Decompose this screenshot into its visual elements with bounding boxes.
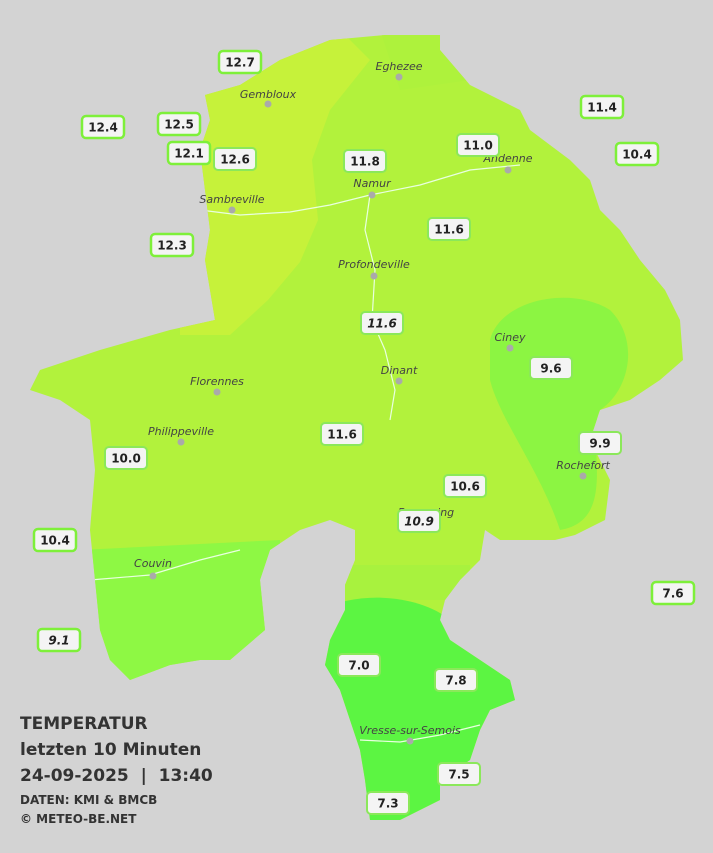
city-dot: [579, 472, 587, 480]
station-value: 12.7: [225, 56, 255, 70]
station-box: [579, 94, 625, 120]
zone: [490, 297, 629, 530]
station-value: 11.0: [463, 139, 493, 153]
station-value: 9.6: [540, 362, 561, 376]
subtitle: letzten 10 Minuten: [20, 740, 201, 760]
station-box: [32, 527, 78, 553]
station-value: 12.1: [174, 147, 204, 161]
station-box: [437, 762, 481, 786]
city-dot: [228, 206, 236, 214]
city-dot: [264, 100, 272, 108]
city-dot: [506, 344, 514, 352]
station-value: 11.8: [350, 155, 380, 169]
station-box: [104, 446, 148, 470]
station-box: [443, 474, 487, 498]
credit: © METEO-BE.NET: [20, 812, 137, 826]
city-label: Gembloux: [240, 88, 297, 101]
city-label: Ciney: [495, 331, 526, 344]
station-value: 10.6: [450, 480, 480, 494]
station-value: 11.4: [587, 101, 617, 115]
city-dot: [395, 73, 403, 81]
station-box: [578, 431, 622, 455]
station-box: [156, 111, 202, 137]
station-value: 10.0: [111, 452, 141, 466]
station-value: 10.4: [40, 534, 70, 548]
station-value: 12.3: [157, 239, 187, 253]
zone: [180, 35, 370, 335]
station-box: [366, 791, 410, 815]
station-box: [36, 627, 82, 653]
station-box: [427, 217, 471, 241]
station-value: 10.4: [622, 148, 652, 162]
city-label: Couvin: [134, 557, 172, 570]
city-label: Florennes: [190, 375, 244, 388]
credit: DATEN: KMI & BMCB: [20, 793, 157, 807]
zone: [80, 540, 280, 700]
station-box: [434, 668, 478, 692]
river: [359, 724, 481, 743]
station-value: 12.4: [88, 121, 118, 135]
city-label: Profondeville: [338, 258, 410, 271]
station-value: 11.6: [434, 223, 464, 237]
station-value: 9.1: [48, 634, 69, 648]
city-dot: [149, 572, 157, 580]
station-box: [650, 580, 696, 606]
datetime: 24-09-2025 | 13:40: [20, 766, 213, 786]
river: [199, 164, 521, 216]
city-label: Dinant: [381, 364, 418, 377]
station-value: 10.9: [404, 515, 434, 529]
city-dot: [406, 737, 414, 745]
station-value: 11.6: [327, 428, 357, 442]
station-box: [149, 232, 195, 258]
city-dot: [370, 272, 378, 280]
station-value: 7.8: [445, 674, 466, 688]
zone: [330, 565, 470, 600]
city-dot: [177, 438, 185, 446]
station-box: [456, 133, 500, 157]
city-label: Philippeville: [148, 425, 214, 438]
title: TEMPERATUR: [20, 714, 148, 734]
city-label: Sambreville: [199, 193, 264, 206]
city-dot: [368, 191, 376, 199]
station-box: [217, 49, 263, 75]
station-value: 12.6: [220, 153, 250, 167]
station-value: 11.6: [367, 317, 397, 331]
station-box: [343, 149, 387, 173]
station-value: 7.3: [377, 797, 398, 811]
city-label: Vresse-sur-Semois: [359, 724, 461, 737]
station-value: 7.6: [662, 587, 683, 601]
station-value: 12.5: [164, 118, 194, 132]
city-dot: [213, 388, 221, 396]
station-box: [360, 311, 404, 335]
river: [89, 549, 241, 581]
station-box: [397, 509, 441, 533]
station-box: [213, 147, 257, 171]
station-value: 7.0: [348, 659, 369, 673]
station-box: [320, 422, 364, 446]
city-label: Rochefort: [556, 459, 610, 472]
city-dot: [395, 377, 403, 385]
station-value: 9.9: [589, 437, 610, 451]
station-box: [614, 141, 660, 167]
city-label: Eghezee: [376, 60, 423, 73]
station-box: [337, 653, 381, 677]
station-box: [166, 140, 212, 166]
station-box: [529, 356, 573, 380]
station-box: [80, 114, 126, 140]
city-label: Namur: [353, 177, 392, 190]
city-dot: [504, 166, 512, 174]
station-value: 7.5: [448, 768, 469, 782]
